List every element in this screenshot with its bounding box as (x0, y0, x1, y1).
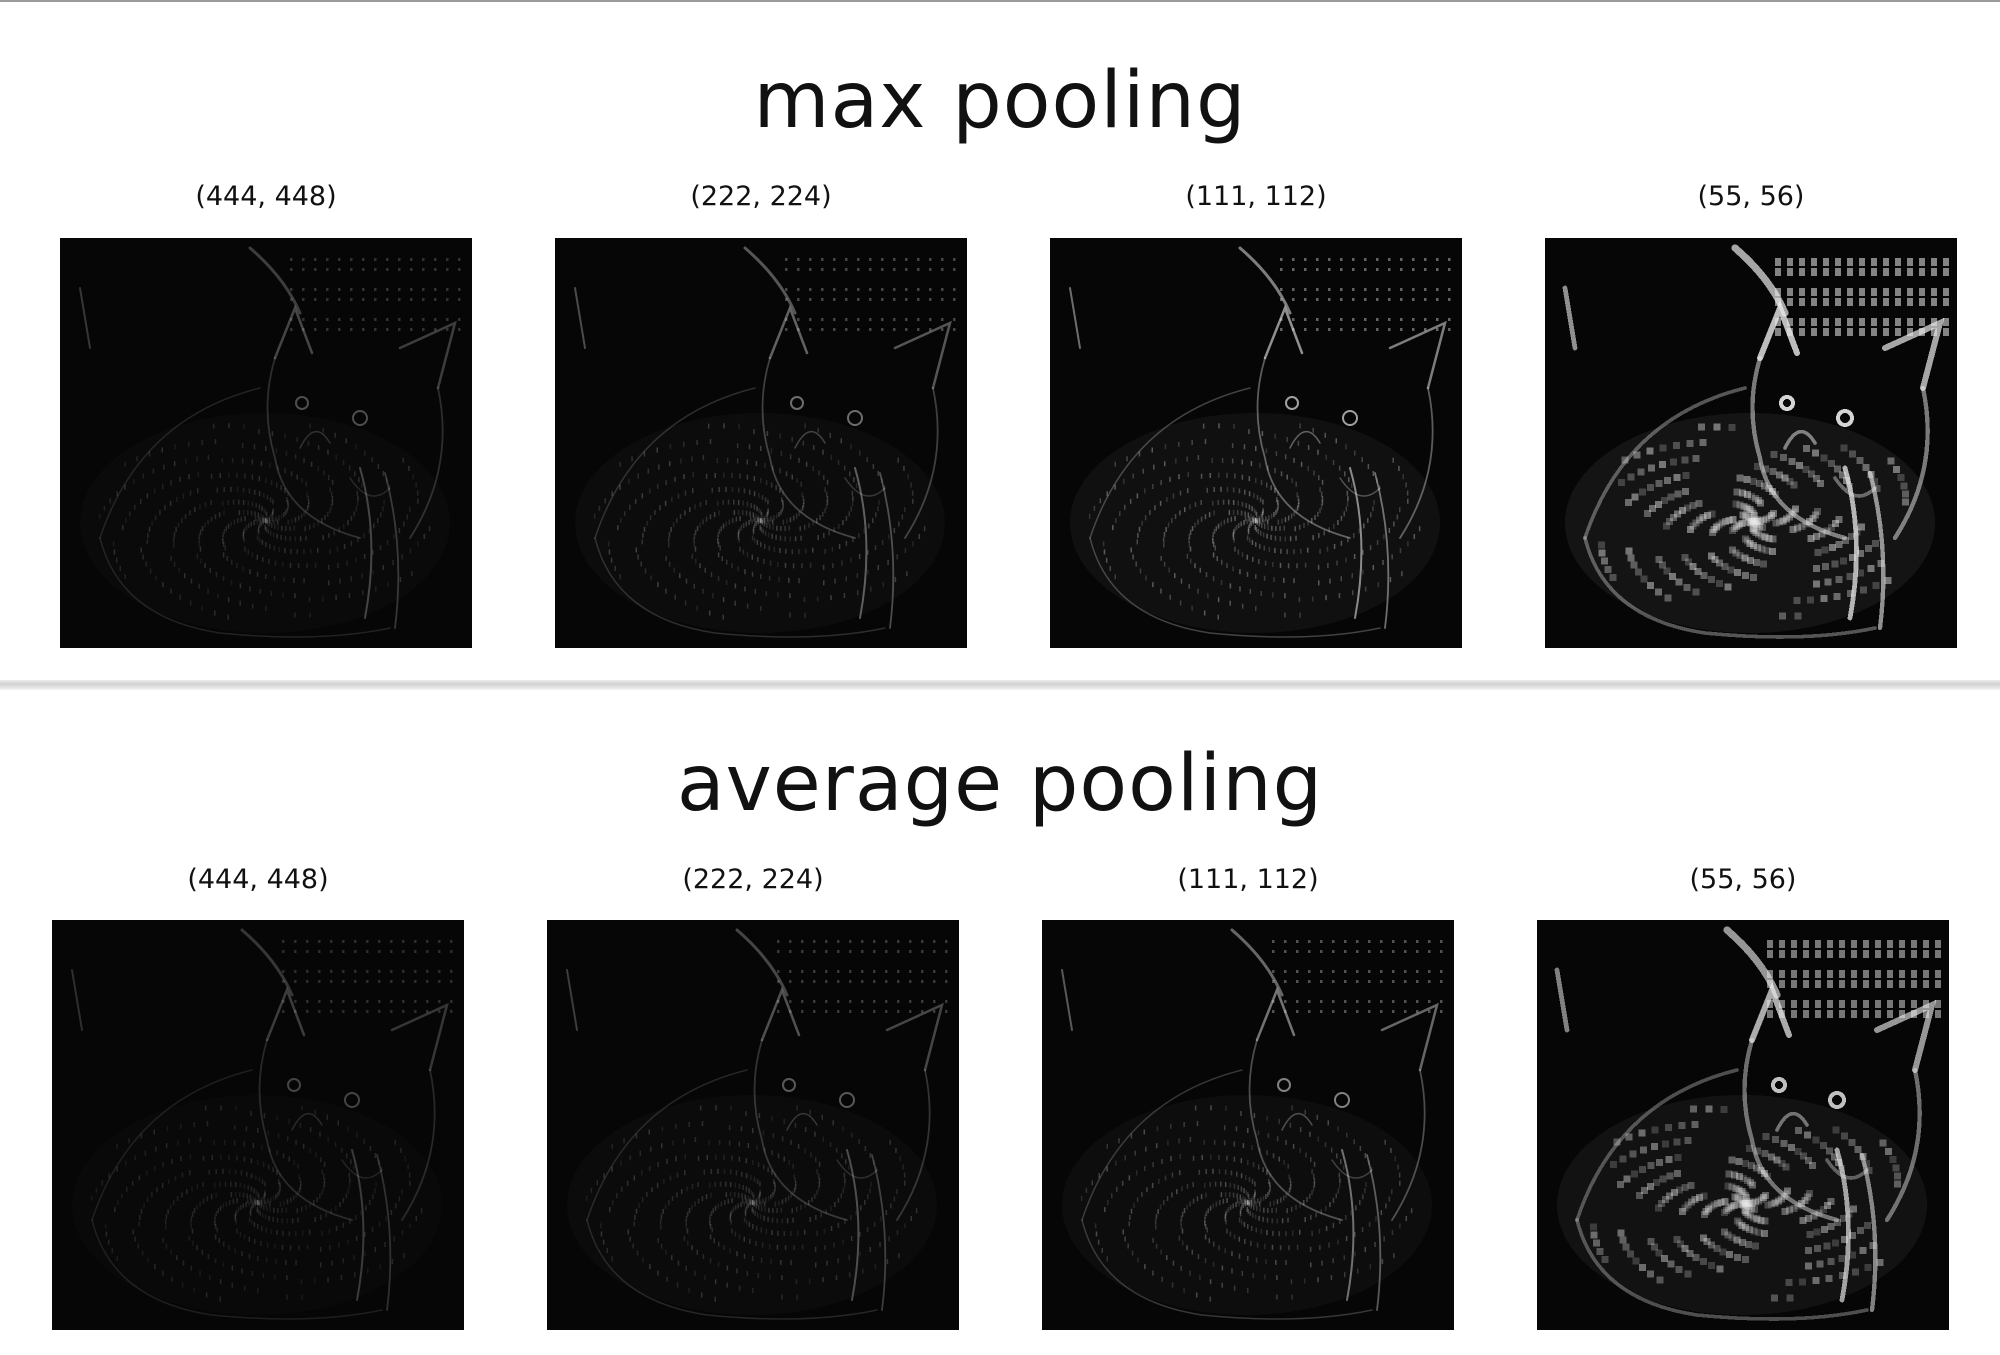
panel-label: (55, 56) (1697, 181, 1805, 212)
panel-label: (111, 112) (1177, 864, 1319, 895)
feature-map-image (60, 238, 472, 648)
feature-map-image (1545, 238, 1957, 648)
top-border (0, 0, 2000, 2)
feature-map-image (1042, 920, 1454, 1330)
feature-map-image (52, 920, 464, 1330)
panel-label: (444, 448) (195, 181, 337, 212)
panel-label: (111, 112) (1185, 181, 1327, 212)
feature-map-image (1537, 920, 1949, 1330)
section-title-max-pooling: max pooling (753, 56, 1247, 146)
section-divider (0, 680, 2000, 690)
section-title-average-pooling: average pooling (676, 739, 1324, 829)
panel-label: (55, 56) (1689, 864, 1797, 895)
panel-label: (222, 224) (682, 864, 824, 895)
feature-map-image (1050, 238, 1462, 648)
feature-map-image (555, 238, 967, 648)
panel-label: (444, 448) (187, 864, 329, 895)
panel-label: (222, 224) (690, 181, 832, 212)
feature-map-image (547, 920, 959, 1330)
